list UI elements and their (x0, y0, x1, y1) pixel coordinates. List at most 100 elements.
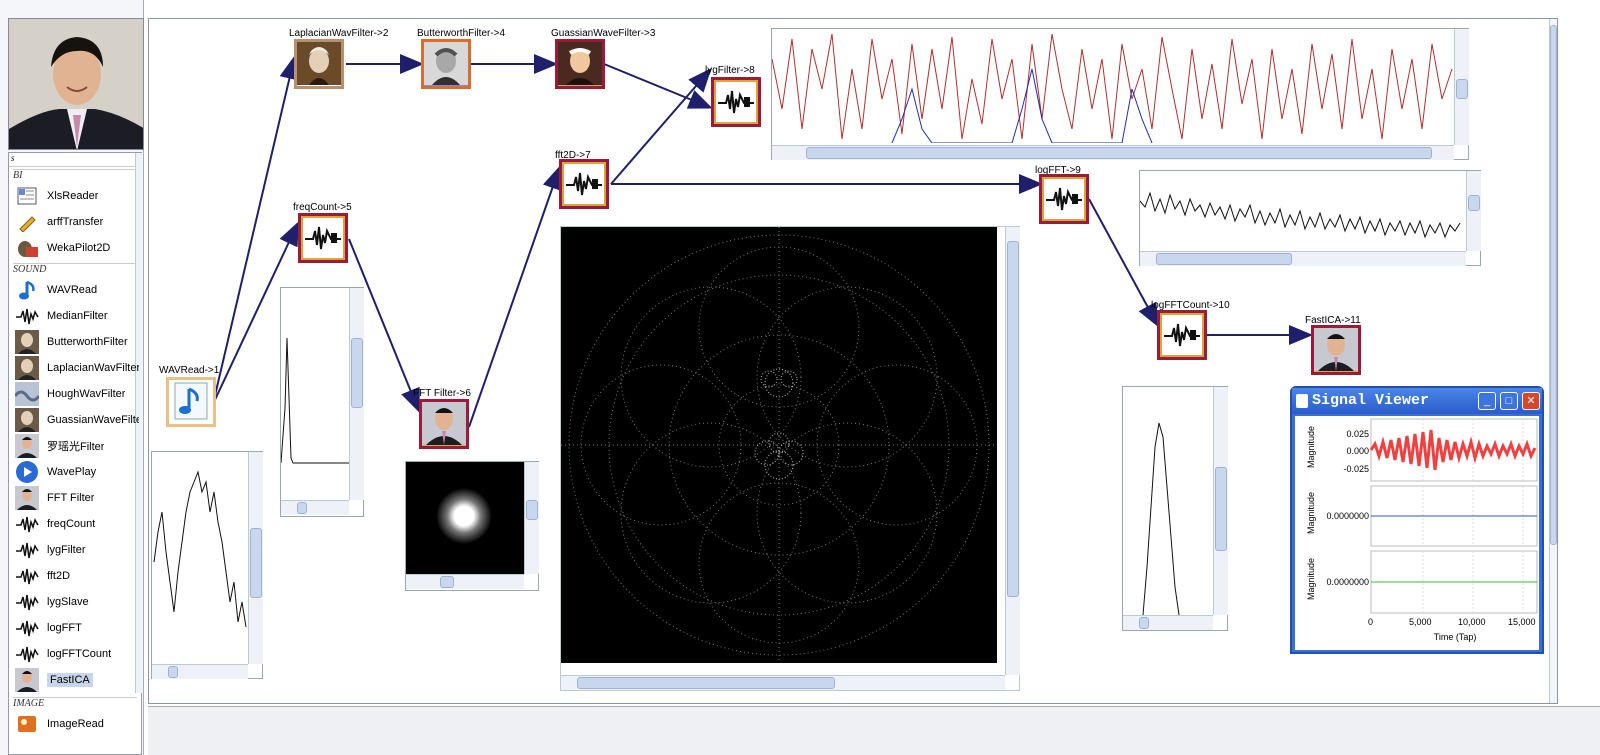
node-butterworth[interactable] (421, 39, 471, 89)
node-logfft[interactable] (1039, 174, 1089, 224)
vertical-scrollbar[interactable] (1213, 387, 1228, 615)
tree-item-fastica[interactable]: FastICA (15, 667, 139, 693)
vertical-scrollbar[interactable] (524, 462, 539, 574)
status-bar (148, 706, 1600, 755)
tree-item-guassianwavefilter[interactable]: GuassianWaveFilter (15, 407, 139, 433)
pencil-icon (15, 210, 39, 234)
image-icon (15, 712, 39, 736)
weka-icon (15, 236, 39, 260)
minimize-button[interactable]: _ (1478, 392, 1496, 410)
node-laplacian[interactable] (294, 39, 344, 89)
music-note-icon (15, 278, 39, 302)
horizontal-scrollbar[interactable] (772, 145, 1454, 160)
tree-scrollbar[interactable] (135, 153, 142, 693)
node-label-lyg: lygFilter->8 (705, 65, 755, 76)
node-freqcount[interactable] (298, 213, 348, 263)
person-icon (15, 486, 39, 510)
vertical-scrollbar[interactable] (1005, 227, 1020, 675)
tree-item-lygfilter[interactable]: lygFilter (15, 537, 139, 563)
workflow-edges (212, 54, 1313, 428)
tree-item-label: WAVRead (47, 284, 98, 296)
tree-item-houghwavfilter[interactable]: HoughWavFilter (15, 381, 139, 407)
java-icon (1296, 394, 1308, 408)
person-icon (422, 402, 466, 446)
tree-item-fft2d[interactable]: fft2D (15, 563, 139, 589)
tree-item-label: arffTransfer (47, 216, 104, 228)
vertical-scrollbar[interactable] (1466, 171, 1481, 251)
node-wavread[interactable] (166, 377, 216, 427)
waveform-icon (15, 590, 39, 614)
x-tick: 5,000 (1409, 617, 1432, 627)
component-tree[interactable]: s BI XlsReader arffTransfer WekaPilot2D … (8, 152, 142, 755)
portrait-icon (15, 330, 39, 354)
node-lyg[interactable] (711, 77, 761, 127)
portrait-icon (15, 408, 39, 432)
horizontal-scrollbar[interactable] (1123, 615, 1213, 630)
close-button[interactable]: ✕ (1522, 392, 1540, 410)
tree-item-xlsreader[interactable]: XlsReader (15, 183, 139, 209)
freqcount-plot (281, 337, 349, 464)
y-axis-label-1: Magnitude (1306, 425, 1316, 469)
signal-viewer-window[interactable]: Signal Viewer _ □ ✕ Magnitude Magnitude … (1290, 386, 1544, 654)
tree-item-wekapilot2d[interactable]: WekaPilot2D (15, 235, 139, 261)
node-label-guassian: GuassianWaveFilter->3 (551, 28, 656, 39)
tree-item-laplacianwavfilter[interactable]: LaplacianWavFilter (15, 355, 139, 381)
tree-item-logfft[interactable]: logFFT (15, 615, 139, 641)
node-fastica[interactable] (1311, 325, 1361, 375)
tree-item-label: lygFilter (47, 544, 86, 556)
waveform-icon (15, 512, 39, 536)
horizontal-scrollbar[interactable] (561, 675, 1005, 690)
node-logfftcount[interactable] (1157, 310, 1207, 360)
node-label-fft2d: fft2D->7 (555, 150, 591, 161)
person-icon (15, 434, 39, 458)
waveform-icon (15, 642, 39, 666)
search-input[interactable]: s (9, 153, 135, 167)
tree-item-fft-filter[interactable]: FFT Filter (15, 485, 139, 511)
node-guassian[interactable] (555, 39, 605, 89)
vertical-scrollbar[interactable] (1454, 29, 1469, 145)
tree-item-arfftransfer[interactable]: arffTransfer (15, 209, 139, 235)
waveform-icon (15, 564, 39, 588)
tree-item-medianfilter[interactable]: MedianFilter (15, 303, 139, 329)
tree-item-filter[interactable]: 罗瑶光Filter (15, 433, 139, 459)
horizontal-scrollbar[interactable] (406, 574, 524, 589)
node-fft2d[interactable] (559, 159, 609, 209)
node-label-wavread: WAVRead->1 (159, 365, 220, 376)
signal-plots (1369, 418, 1538, 614)
freqcount-output-panel (280, 287, 364, 517)
tree-item-lygslave[interactable]: lygSlave (15, 589, 139, 615)
maximize-button[interactable]: □ (1500, 392, 1518, 410)
fft-spectrum-image (406, 462, 524, 574)
horizontal-scrollbar[interactable] (281, 500, 349, 515)
tree-item-wavread[interactable]: WAVRead (15, 277, 139, 303)
vertical-scrollbar[interactable] (248, 452, 263, 664)
tree-item-label: 罗瑶光Filter (47, 441, 105, 453)
tree-item-label: WekaPilot2D (47, 242, 111, 254)
horizontal-scrollbar[interactable] (1140, 251, 1466, 266)
tree-item-imageread[interactable]: ImageRead (15, 711, 139, 737)
x-tick: 15,000 (1508, 617, 1536, 627)
waveform-icon (716, 81, 756, 124)
tree-item-logfftcount[interactable]: logFFTCount (15, 641, 139, 667)
canvas-vertical-scrollbar[interactable] (1549, 19, 1557, 703)
component-sidebar: s BI XlsReader arffTransfer WekaPilot2D … (0, 0, 144, 755)
node-fft-filter[interactable] (419, 399, 469, 449)
tree-item-label: fft2D (47, 570, 71, 582)
tree-item-waveplay[interactable]: WavePlay (15, 459, 139, 485)
tree-item-label: MedianFilter (47, 310, 108, 322)
tree-item-label: FFT Filter (47, 492, 95, 504)
horizontal-scrollbar[interactable] (152, 664, 248, 679)
fft2d-pattern-image (561, 227, 997, 663)
tree-item-butterworthfilter[interactable]: ButterworthFilter (15, 329, 139, 355)
category-image[interactable]: IMAGE (13, 697, 137, 709)
tree-item-freqcount[interactable]: freqCount (15, 511, 139, 537)
category-sound[interactable]: SOUND (13, 263, 137, 275)
workflow-canvas[interactable]: WAVRead->1 LaplacianWavFilter->2 Butterw… (148, 18, 1558, 704)
x-tick: 10,000 (1458, 617, 1486, 627)
tree-item-label: GuassianWaveFilter (47, 414, 139, 426)
tree-item-label: HoughWavFilter (47, 388, 126, 400)
tree-item-label: freqCount (47, 518, 96, 530)
waveform-icon (1044, 178, 1084, 221)
vertical-scrollbar[interactable] (349, 288, 364, 500)
category-bi[interactable]: BI (13, 169, 137, 181)
